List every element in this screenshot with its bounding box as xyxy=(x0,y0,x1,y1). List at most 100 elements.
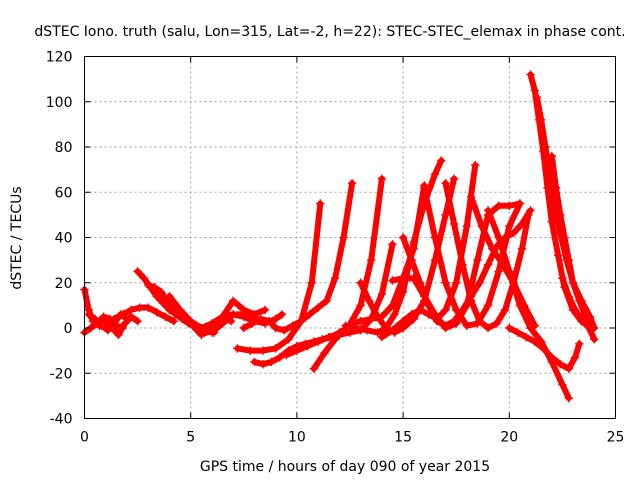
data-series xyxy=(186,296,270,339)
data-point xyxy=(320,348,329,358)
data-point xyxy=(441,278,450,287)
data-point xyxy=(452,305,461,315)
data-point xyxy=(330,274,340,283)
data-point xyxy=(398,274,408,283)
data-point xyxy=(309,364,319,373)
x-axis-label: GPS time / hours of day 090 of year 2015 xyxy=(200,459,490,475)
data-point xyxy=(530,337,539,346)
data-series xyxy=(547,151,597,333)
data-point xyxy=(101,323,110,333)
data-point xyxy=(267,357,276,367)
data-point xyxy=(488,244,497,254)
data-point xyxy=(526,323,535,333)
data-point xyxy=(275,353,285,362)
data-point xyxy=(377,174,387,183)
data-point xyxy=(339,233,348,242)
data-point xyxy=(477,221,486,231)
data-point xyxy=(258,346,268,355)
data-point xyxy=(398,317,408,326)
data-point xyxy=(265,317,274,326)
data-point xyxy=(437,156,446,165)
data-point xyxy=(505,323,514,333)
data-point xyxy=(345,328,355,337)
data-point xyxy=(118,323,127,333)
data-point xyxy=(161,312,170,321)
data-point xyxy=(390,310,399,319)
data-point xyxy=(367,314,376,324)
data-point xyxy=(282,350,291,360)
data-point xyxy=(505,221,514,231)
y-tick-label: -40 xyxy=(50,412,73,428)
data-point xyxy=(475,317,484,326)
data-point xyxy=(388,326,397,335)
data-point xyxy=(228,296,238,306)
data-point xyxy=(492,319,501,328)
data-point xyxy=(139,274,149,283)
data-point xyxy=(407,255,416,265)
data-point xyxy=(398,233,408,242)
data-point xyxy=(462,321,472,330)
data-point xyxy=(169,317,178,326)
data-point xyxy=(515,199,525,208)
y-tick-label: -20 xyxy=(50,366,73,382)
data-point xyxy=(133,317,142,326)
axis-ticks: 0 5 10 15 20 25 -40 -20 0 20 40 60 80 100 120 xyxy=(46,50,625,446)
data-point xyxy=(339,326,348,335)
data-point xyxy=(186,319,195,328)
data-point xyxy=(248,319,257,328)
data-point xyxy=(84,310,93,319)
data-point xyxy=(90,314,100,324)
data-point xyxy=(133,267,142,276)
data-point xyxy=(568,278,578,287)
data-point xyxy=(398,323,408,333)
data-point xyxy=(165,292,174,301)
data-point xyxy=(466,296,476,306)
data-point xyxy=(522,332,531,342)
data-point xyxy=(150,283,159,292)
data-point xyxy=(341,321,350,330)
data-point xyxy=(556,360,565,369)
data-point xyxy=(118,310,127,319)
data-point xyxy=(430,169,440,179)
data-point xyxy=(245,346,255,355)
data-point xyxy=(271,344,280,353)
data-point xyxy=(458,260,467,269)
data-point xyxy=(377,332,387,342)
y-tick-label: 60 xyxy=(55,185,73,201)
data-series xyxy=(483,206,573,403)
data-point xyxy=(494,233,503,242)
data-point xyxy=(483,260,493,269)
data-point xyxy=(279,326,289,335)
data-point xyxy=(407,310,416,319)
data-point xyxy=(284,335,293,344)
data-point xyxy=(483,301,493,310)
data-point xyxy=(288,321,297,330)
data-point xyxy=(526,70,535,79)
data-point xyxy=(175,305,185,315)
series-line xyxy=(559,275,598,343)
data-point xyxy=(381,323,391,333)
data-point xyxy=(500,305,510,315)
data-point xyxy=(564,393,573,403)
data-point xyxy=(271,314,280,324)
data-point xyxy=(505,201,514,211)
data-point xyxy=(547,217,556,226)
y-tick-label: 120 xyxy=(46,50,73,66)
data-point xyxy=(564,292,573,301)
data-point xyxy=(122,314,132,324)
data-point xyxy=(239,323,248,333)
data-point xyxy=(420,183,429,192)
data-point xyxy=(120,319,130,328)
data-point xyxy=(513,328,522,337)
data-series xyxy=(558,274,599,344)
data-point xyxy=(322,296,331,306)
y-tick-label: 0 xyxy=(64,321,73,337)
data-point xyxy=(207,328,217,337)
data-point xyxy=(218,319,227,328)
data-point xyxy=(99,312,108,321)
x-tick-label: 15 xyxy=(394,430,412,446)
data-point xyxy=(292,346,302,355)
x-tick-label: 25 xyxy=(607,430,625,446)
series-line xyxy=(187,297,268,338)
